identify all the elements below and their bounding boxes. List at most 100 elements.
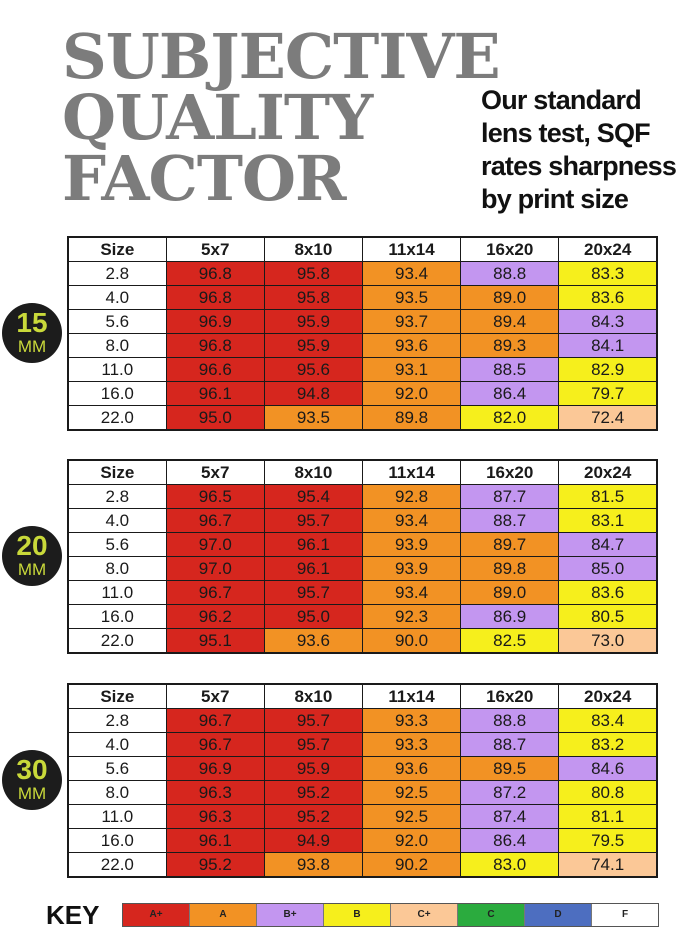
column-header: 16x20 (460, 683, 560, 709)
sqf-table: Size 5x7 8x10 11x14 16x20 20x24 2.8 96.7 95.7 93.… (67, 683, 658, 878)
key-swatch: D (525, 904, 592, 926)
table-header-row: Size 5x7 8x10 11x14 16x20 20x24 (67, 683, 658, 709)
aperture-cell: 11.0 (67, 580, 167, 605)
subtitle: Our standard lens test, SQF rates sharpn… (481, 84, 690, 216)
sqf-value-cell: 86.9 (460, 604, 560, 629)
column-header: 8x10 (263, 236, 363, 262)
aperture-cell: 8.0 (67, 333, 167, 358)
sqf-value-cell: 92.5 (361, 804, 462, 829)
sqf-value-cell: 95.2 (263, 780, 363, 805)
table-row: 8.0 96.3 95.2 92.5 87.2 80.8 (67, 780, 658, 805)
sqf-value-cell: 95.8 (263, 261, 363, 286)
column-header: Size (67, 683, 167, 709)
sqf-value-cell: 96.7 (165, 708, 265, 733)
focal-length-number: 20 (16, 530, 48, 561)
column-header: 20x24 (558, 683, 658, 709)
aperture-cell: 22.0 (67, 405, 167, 431)
sqf-value-cell: 95.7 (263, 732, 363, 757)
sqf-value-cell: 95.7 (263, 580, 363, 605)
sqf-value-cell: 79.5 (558, 828, 658, 853)
aperture-cell: 22.0 (67, 628, 167, 654)
sqf-value-cell: 95.2 (165, 852, 265, 878)
sqf-value-cell: 87.7 (460, 484, 560, 509)
aperture-cell: 8.0 (67, 556, 167, 581)
key-swatch: C+ (391, 904, 458, 926)
sqf-value-cell: 93.8 (263, 852, 363, 878)
aperture-cell: 4.0 (67, 285, 167, 310)
page-title: SUBJECTIVE QUALITY FACTOR (62, 20, 501, 210)
sqf-value-cell: 96.7 (165, 508, 265, 533)
focal-length-badge: 30 MM (2, 750, 62, 810)
sqf-value-cell: 93.9 (361, 532, 462, 557)
sqf-value-cell: 89.3 (460, 333, 560, 358)
sqf-value-cell: 95.6 (263, 357, 363, 382)
sqf-value-cell: 89.8 (361, 405, 462, 431)
title-line: SUBJECTIVE (62, 20, 501, 93)
sqf-value-cell: 86.4 (460, 828, 560, 853)
focal-length-unit: MM (17, 560, 47, 579)
key-swatch: B+ (257, 904, 324, 926)
sqf-value-cell: 80.5 (558, 604, 658, 629)
subtitle-line: lens test, SQF (481, 118, 651, 148)
table-row: 11.0 96.7 95.7 93.4 89.0 83.6 (67, 580, 658, 605)
subtitle-line: by print size (481, 184, 629, 214)
sqf-value-cell: 87.2 (460, 780, 560, 805)
sqf-value-cell: 95.9 (263, 333, 363, 358)
sqf-value-cell: 93.5 (361, 285, 462, 310)
sqf-value-cell: 96.8 (165, 261, 265, 286)
sqf-value-cell: 84.3 (558, 309, 658, 334)
table-row: 11.0 96.6 95.6 93.1 88.5 82.9 (67, 357, 658, 382)
sqf-value-cell: 88.8 (460, 708, 560, 733)
column-header: 16x20 (460, 459, 560, 485)
sqf-value-cell: 95.4 (263, 484, 363, 509)
sqf-value-cell: 96.5 (165, 484, 265, 509)
aperture-cell: 22.0 (67, 852, 167, 878)
focal-length-unit: MM (17, 337, 47, 356)
column-header: 16x20 (460, 236, 560, 262)
table-row: 16.0 96.1 94.9 92.0 86.4 79.5 (67, 828, 658, 853)
sqf-value-cell: 83.6 (558, 580, 658, 605)
sqf-value-cell: 92.0 (361, 828, 462, 853)
sqf-value-cell: 83.2 (558, 732, 658, 757)
sqf-value-cell: 93.7 (361, 309, 462, 334)
table-row: 22.0 95.1 93.6 90.0 82.5 73.0 (67, 628, 658, 654)
sqf-value-cell: 93.4 (361, 261, 462, 286)
key-swatch: A (190, 904, 257, 926)
sqf-value-cell: 95.9 (263, 309, 363, 334)
sqf-value-cell: 94.9 (263, 828, 363, 853)
sqf-value-cell: 82.5 (460, 628, 560, 654)
sqf-value-cell: 88.7 (460, 508, 560, 533)
sqf-value-cell: 89.0 (460, 285, 560, 310)
column-header: 5x7 (165, 459, 265, 485)
column-header: 20x24 (558, 459, 658, 485)
sqf-value-cell: 73.0 (558, 628, 658, 654)
title-line: QUALITY (62, 81, 373, 154)
aperture-cell: 16.0 (67, 381, 167, 406)
aperture-cell: 8.0 (67, 780, 167, 805)
aperture-cell: 16.0 (67, 604, 167, 629)
column-header: 20x24 (558, 236, 658, 262)
subtitle-line: rates sharpness (481, 151, 677, 181)
table-row: 5.6 96.9 95.9 93.6 89.5 84.6 (67, 756, 658, 781)
focal-length-badge: 15 MM (2, 303, 62, 363)
lens-block: 30 MM Size 5x7 8x10 11x14 16x20 20x24 2.8 96.7 95.… (0, 683, 690, 878)
sqf-value-cell: 83.0 (460, 852, 560, 878)
sqf-value-cell: 84.6 (558, 756, 658, 781)
table-row: 4.0 96.8 95.8 93.5 89.0 83.6 (67, 285, 658, 310)
sqf-value-cell: 96.8 (165, 333, 265, 358)
aperture-cell: 4.0 (67, 732, 167, 757)
sqf-value-cell: 89.0 (460, 580, 560, 605)
table-row: 22.0 95.0 93.5 89.8 82.0 72.4 (67, 405, 658, 431)
focal-length-number: 15 (16, 307, 48, 338)
sqf-value-cell: 97.0 (165, 532, 265, 557)
sqf-value-cell: 96.3 (165, 780, 265, 805)
sqf-value-cell: 95.9 (263, 756, 363, 781)
sqf-value-cell: 92.0 (361, 381, 462, 406)
sqf-value-cell: 83.3 (558, 261, 658, 286)
aperture-cell: 5.6 (67, 756, 167, 781)
sqf-value-cell: 93.3 (361, 708, 462, 733)
aperture-cell: 4.0 (67, 508, 167, 533)
sqf-value-cell: 89.8 (460, 556, 560, 581)
aperture-cell: 11.0 (67, 357, 167, 382)
sqf-value-cell: 90.0 (361, 628, 462, 654)
